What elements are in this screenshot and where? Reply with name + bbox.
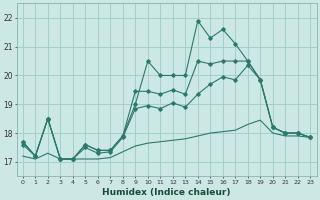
X-axis label: Humidex (Indice chaleur): Humidex (Indice chaleur): [102, 188, 231, 197]
